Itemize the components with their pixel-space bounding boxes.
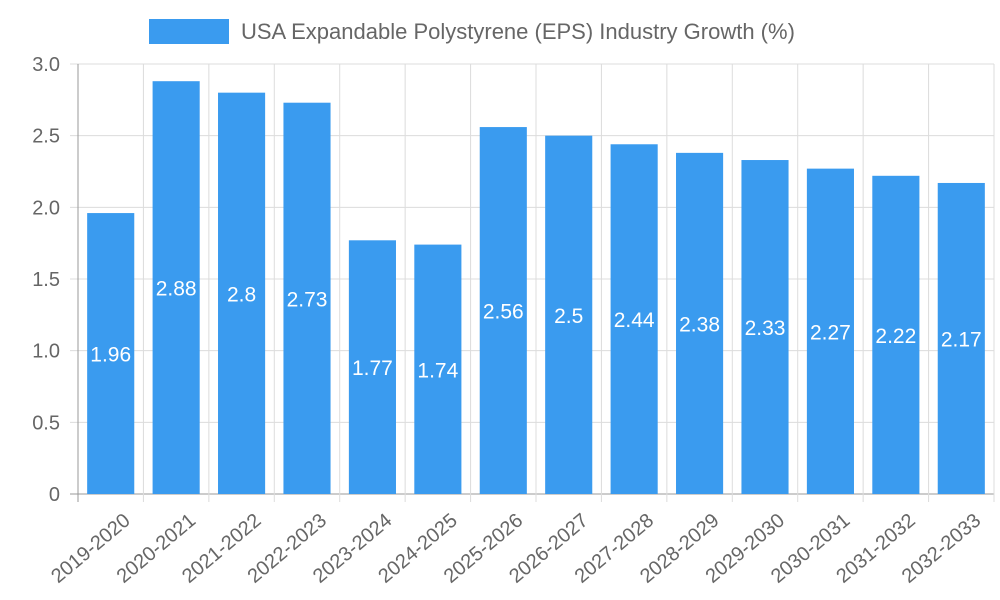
data-label: 2.22 <box>875 325 916 348</box>
data-label: 1.77 <box>352 357 393 380</box>
data-label: 1.74 <box>417 359 458 382</box>
bar[interactable] <box>218 92 266 495</box>
gridlines <box>70 63 995 502</box>
legend-label: USA Expandable Polystyrene (EPS) Industr… <box>241 19 795 44</box>
data-label: 2.27 <box>810 321 851 344</box>
bar[interactable] <box>479 127 527 495</box>
bar[interactable] <box>87 213 135 495</box>
bar[interactable] <box>152 81 200 494</box>
y-tick-label: 2.5 <box>32 126 60 148</box>
data-label: 2.56 <box>483 301 524 324</box>
y-tick-label: 0.5 <box>32 412 60 434</box>
data-label: 2.38 <box>679 313 720 336</box>
bars <box>87 81 985 495</box>
data-labels: 1.96 2.88 2.8 2.73 1.77 1.74 2.56 2.5 2.44 2.38 2.… <box>90 278 981 383</box>
y-tick-label: 1.5 <box>32 269 60 291</box>
data-label: 2.5 <box>554 305 583 328</box>
bar[interactable] <box>872 175 920 495</box>
data-label: 2.44 <box>614 309 655 332</box>
data-label: 1.96 <box>90 344 131 367</box>
bar[interactable] <box>545 135 593 494</box>
bar[interactable] <box>283 102 331 494</box>
bar[interactable] <box>348 240 396 494</box>
data-label: 2.33 <box>745 317 786 340</box>
bar[interactable] <box>610 144 658 494</box>
bar[interactable] <box>676 152 724 494</box>
data-label: 2.17 <box>941 328 982 351</box>
y-tick-label: 0 <box>49 484 60 506</box>
data-label: 2.88 <box>156 278 197 301</box>
bar[interactable] <box>414 244 462 494</box>
data-label: 2.8 <box>227 283 256 306</box>
bar[interactable] <box>937 182 985 494</box>
y-tick-label: 1.0 <box>32 341 60 363</box>
bar[interactable] <box>806 168 854 494</box>
y-tick-label: 2.0 <box>32 197 60 219</box>
y-tick-label: 3.0 <box>32 54 60 76</box>
legend-swatch <box>149 19 229 44</box>
legend[interactable]: USA Expandable Polystyrene (EPS) Industr… <box>149 19 795 44</box>
data-label: 2.73 <box>287 288 328 311</box>
bar[interactable] <box>741 160 789 495</box>
